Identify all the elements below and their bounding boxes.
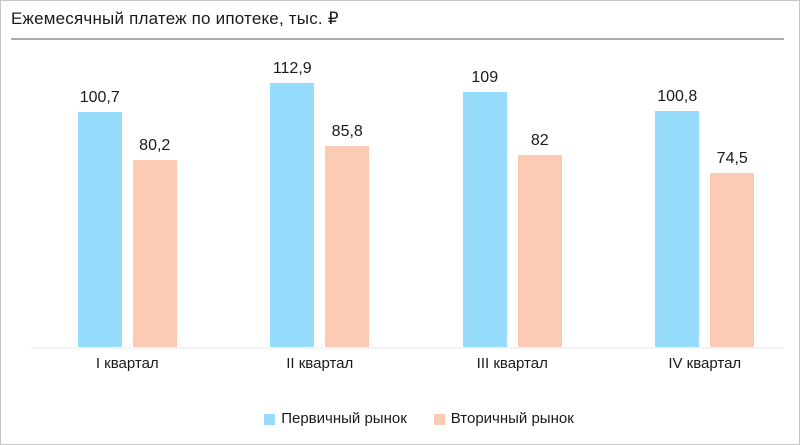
bar-secondary-market: 82	[517, 132, 562, 347]
x-axis-label: II квартал	[286, 355, 354, 372]
x-axis-line	[31, 347, 784, 349]
bar-value-label: 74,5	[716, 150, 748, 167]
chart-title: Ежемесячный платеж по ипотеке, тыс. ₽	[11, 9, 339, 28]
bar-value-label: 80,2	[139, 137, 171, 154]
bar-primary-market: 100,7	[77, 89, 122, 347]
x-axis-label: I квартал	[95, 355, 159, 372]
title-divider	[11, 38, 784, 40]
bar-value-label: 112,9	[272, 60, 312, 77]
legend-item-primary-market: Первичный рынок	[264, 411, 407, 427]
bar-group: 109 82	[416, 1, 609, 347]
bar-group: 100,7 80,2	[31, 1, 224, 347]
legend-swatch-icon	[264, 414, 276, 425]
bar-group: 112,9 85,8	[224, 1, 417, 347]
x-axis-labels: I квартал II квартал III квартал IV квартал	[31, 354, 799, 373]
legend-swatch-icon	[433, 414, 445, 425]
bar-value-label: 109	[471, 69, 499, 86]
bar-primary-market: 112,9	[270, 60, 315, 347]
bar-secondary-market: 85,8	[325, 123, 370, 347]
bar-value-label: 100,8	[657, 88, 698, 105]
legend-item-secondary-market: Вторичный рынок	[433, 410, 574, 427]
bar-primary-market: 109	[462, 69, 507, 347]
bar-value-label: 100,7	[79, 89, 120, 106]
bar-secondary-market: 80,2	[132, 137, 177, 347]
x-axis-label: IV квартал	[668, 355, 742, 372]
legend-label: Вторичный рынок	[450, 410, 574, 427]
x-axis-label: III квартал	[476, 355, 548, 372]
bar-value-label: 85,8	[331, 123, 363, 140]
bar-group: 100,8 74,5	[609, 1, 800, 347]
bar-value-label: 82	[530, 132, 549, 149]
bar-secondary-market: 74,5	[710, 150, 755, 347]
legend-label: Первичный рынок	[281, 410, 407, 427]
legend: Первичный рынок Вторичный рынок	[20, 410, 799, 427]
bar-primary-market: 100,8	[655, 88, 700, 347]
plot-area: 100,7 80,2 112,9 85,8 109 82 100,8 74,5	[31, 1, 800, 347]
